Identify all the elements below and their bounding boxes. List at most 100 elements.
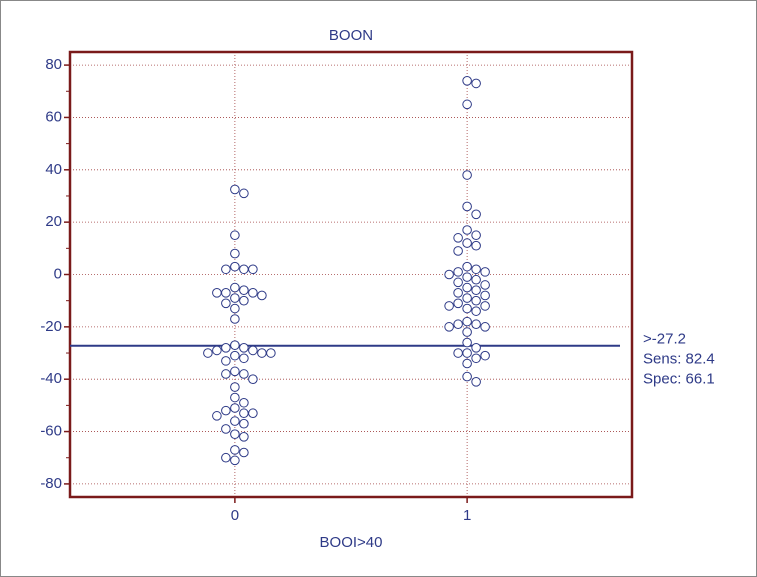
data-point xyxy=(230,455,240,466)
data-point xyxy=(239,418,249,429)
data-point xyxy=(471,78,481,89)
data-point xyxy=(248,345,258,356)
data-point xyxy=(471,209,481,220)
data-point xyxy=(480,267,490,277)
data-point xyxy=(221,288,231,298)
data-point xyxy=(453,277,463,288)
y-tick-label: 20 xyxy=(45,213,62,230)
data-point xyxy=(230,366,240,377)
data-point xyxy=(230,403,240,413)
data-point xyxy=(221,369,231,379)
data-point xyxy=(203,348,213,358)
data-point xyxy=(257,290,267,301)
data-point xyxy=(471,377,481,387)
y-tick-label: 80 xyxy=(45,56,62,73)
data-point xyxy=(212,288,222,298)
data-point xyxy=(462,348,472,358)
data-point xyxy=(462,75,472,86)
annotation: Sens: 82.4 xyxy=(643,351,715,368)
data-point xyxy=(471,285,481,296)
data-point xyxy=(462,272,472,282)
data-point xyxy=(230,184,240,195)
data-point xyxy=(230,303,240,314)
data-point xyxy=(248,408,258,419)
data-point xyxy=(453,288,463,298)
data-point xyxy=(480,322,490,332)
data-point xyxy=(248,264,258,275)
data-point xyxy=(230,261,240,272)
data-point xyxy=(462,99,472,110)
data-point xyxy=(444,269,454,280)
data-point xyxy=(462,337,472,348)
data-point xyxy=(462,201,472,212)
data-point xyxy=(230,429,240,439)
data-point xyxy=(462,293,472,303)
data-point xyxy=(444,322,454,332)
data-point xyxy=(239,353,249,364)
data-point xyxy=(239,264,249,275)
data-point xyxy=(453,348,463,358)
data-point xyxy=(453,319,463,330)
y-tick-label: 0 xyxy=(54,265,62,282)
y-tick-label: 60 xyxy=(45,108,62,125)
data-point xyxy=(462,358,472,369)
data-point xyxy=(462,371,472,382)
data-point xyxy=(248,374,258,385)
annotation: Spec: 66.1 xyxy=(643,371,715,388)
data-point xyxy=(462,327,472,337)
data-point xyxy=(212,411,222,421)
y-tick-label: -20 xyxy=(40,318,62,335)
plot-frame xyxy=(68,50,634,499)
data-point xyxy=(230,350,240,361)
x-axis-label: BOOI>40 xyxy=(320,534,383,551)
data-point xyxy=(266,348,276,358)
data-point xyxy=(471,319,481,330)
data-point xyxy=(471,353,481,364)
data-point xyxy=(239,342,249,353)
data-point xyxy=(239,408,249,419)
data-point xyxy=(480,301,490,311)
data-point xyxy=(230,392,240,403)
data-point xyxy=(221,264,231,275)
cutoff-label: >-27.2 xyxy=(643,331,686,348)
data-point xyxy=(239,397,249,408)
data-point xyxy=(230,282,240,293)
data-point xyxy=(462,282,472,293)
data-point xyxy=(257,348,267,358)
data-point xyxy=(471,230,481,241)
data-point xyxy=(239,285,249,296)
data-point xyxy=(230,382,240,392)
y-tick-label: -60 xyxy=(40,423,62,440)
data-point xyxy=(230,248,240,259)
data-point xyxy=(212,345,222,356)
data-point xyxy=(471,274,481,285)
data-point xyxy=(221,356,231,366)
y-tick-label: 40 xyxy=(45,161,62,178)
data-point xyxy=(221,342,231,353)
data-point xyxy=(230,445,240,455)
y-tick-label: -40 xyxy=(40,370,62,387)
data-point xyxy=(471,295,481,306)
data-point xyxy=(471,306,481,316)
data-point xyxy=(453,267,463,277)
data-point xyxy=(462,261,472,272)
data-point xyxy=(462,170,472,180)
data-point xyxy=(239,369,249,379)
data-point xyxy=(248,288,258,298)
data-point xyxy=(221,405,231,416)
data-point xyxy=(453,233,463,243)
data-point xyxy=(239,447,249,458)
data-point xyxy=(230,314,240,324)
data-point xyxy=(453,298,463,309)
data-point xyxy=(480,350,490,361)
data-point xyxy=(239,188,249,199)
data-point xyxy=(462,225,472,235)
data-point xyxy=(444,301,454,311)
y-tick-label: -80 xyxy=(40,475,62,492)
data-point xyxy=(221,298,231,309)
data-point xyxy=(471,342,481,353)
data-point xyxy=(453,246,463,256)
data-point xyxy=(462,316,472,327)
